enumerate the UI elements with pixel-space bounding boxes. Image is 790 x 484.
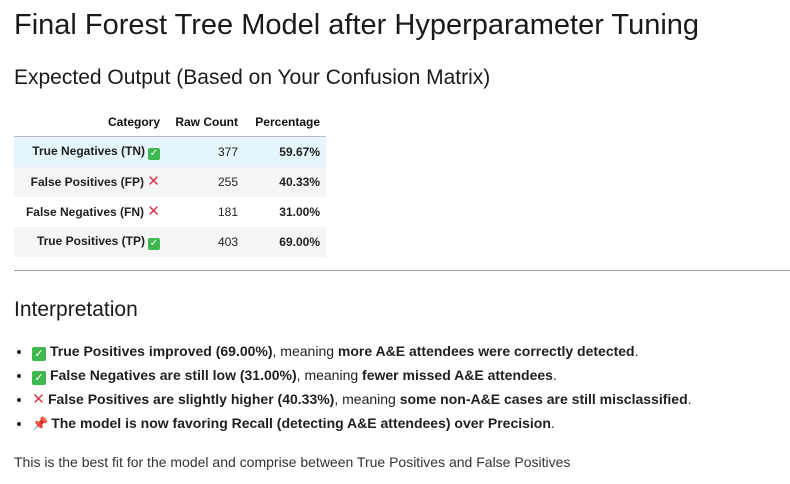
header-raw-count: Raw Count <box>175 115 238 129</box>
list-item: ✓ False Negatives are still low (31.00%),… <box>32 365 788 389</box>
item-text: , meaning <box>296 367 363 383</box>
row-category: True Negatives (TN) ✓ <box>14 137 166 168</box>
section-subtitle: Expected Output (Based on Your Confusion… <box>14 66 491 89</box>
cross-icon: ✕ <box>147 173 160 190</box>
row-percentage: 40.33% <box>279 175 320 189</box>
category-label: False Negatives (FN) <box>25 205 144 219</box>
cross-icon: ✕ <box>147 203 160 220</box>
list-item: 📌The model is now favoring Recall (detec… <box>32 413 788 437</box>
row-category: False Positives (FP) ✕ <box>14 167 166 197</box>
header-percentage: Percentage <box>255 115 320 129</box>
confusion-table: Category Raw Count Percentage True Negat… <box>14 108 326 257</box>
pin-icon: 📌 <box>32 416 49 431</box>
item-text: , meaning <box>334 391 400 407</box>
footer-note: This is the best fit for the model and c… <box>14 454 571 470</box>
item-highlight: False Negatives are still low (31.00%) <box>50 367 297 383</box>
table-header-row: Category Raw Count Percentage <box>14 108 326 137</box>
header-category: Category <box>107 115 160 129</box>
category-label: True Negatives (TN) <box>32 144 145 158</box>
table-row: True Positives (TP) ✓ 403 69.00% <box>14 227 326 257</box>
category-label: False Positives (FP) <box>30 175 144 189</box>
table-row: True Negatives (TN) ✓ 377 59.67% <box>14 136 326 168</box>
row-raw-count: 181 <box>217 205 238 219</box>
check-icon: ✓ <box>148 238 160 250</box>
item-end: . <box>634 343 639 359</box>
row-raw-count: 255 <box>217 175 238 189</box>
interpretation-list: ✓True Positives improved (69.00%), meani… <box>14 341 788 437</box>
check-icon: ✓ <box>32 371 46 385</box>
item-end: . <box>687 391 692 407</box>
table-row: False Positives (FP) ✕ 255 40.33% <box>14 167 326 197</box>
table-row: False Negatives (FN) ✕ 181 31.00% <box>14 197 326 227</box>
row-percentage: 31.00% <box>279 205 320 219</box>
row-percentage: 69.00% <box>279 235 320 249</box>
check-icon: ✓ <box>32 347 46 361</box>
item-end: . <box>552 367 557 383</box>
item-highlight: False Positives are slightly higher (40.… <box>48 391 335 407</box>
page-title: Final Forest Tree Model after Hyperparam… <box>14 9 700 41</box>
row-category: False Negatives (FN) ✕ <box>14 197 166 227</box>
row-category: True Positives (TP) ✓ <box>14 227 166 257</box>
divider <box>14 270 790 271</box>
row-raw-count: 403 <box>217 235 238 249</box>
item-end: . <box>550 415 555 431</box>
item-emphasis: more A&E attendees were correctly detect… <box>337 343 635 359</box>
item-emphasis: fewer missed A&E attendees <box>362 367 553 383</box>
row-percentage: 59.67% <box>279 145 320 159</box>
list-item: ✓ True Positives improved (69.00%), meani… <box>32 341 788 365</box>
interpretation-heading: Interpretation <box>14 298 138 321</box>
cross-icon: ✕ <box>32 391 45 408</box>
check-icon: ✓ <box>148 148 160 160</box>
list-item: ✕False Positives are slightly higher (40… <box>32 389 788 413</box>
category-label: True Positives (TP) <box>36 234 145 248</box>
item-highlight: True Positives improved (69.00%) <box>50 343 273 359</box>
item-text: , meaning <box>272 343 338 359</box>
row-raw-count: 377 <box>217 145 238 159</box>
item-emphasis: some non-A&E cases are still misclassifi… <box>399 391 688 407</box>
item-highlight: The model is now favoring Recall (detect… <box>51 415 551 431</box>
